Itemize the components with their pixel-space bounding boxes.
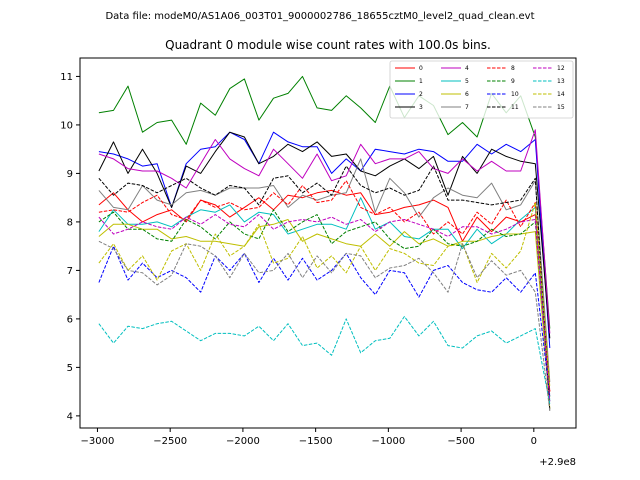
x-offset-label: +2.9e8: [539, 457, 576, 468]
series-line-13: [98, 316, 551, 404]
y-tick-label: 6: [67, 314, 73, 325]
y-tick-label: 9: [67, 169, 73, 180]
series-line-8: [98, 180, 551, 392]
legend-label-6: 6: [465, 91, 469, 98]
series-line-15: [98, 240, 551, 412]
legend-label-3: 3: [419, 104, 423, 111]
legend-label-11: 11: [511, 104, 519, 111]
legend-frame: [389, 60, 574, 119]
y-tick-label: 8: [67, 217, 73, 228]
series-line-7: [98, 158, 551, 382]
y-tick-label: 7: [67, 266, 73, 277]
legend-label-12: 12: [557, 65, 565, 72]
suptitle: Data file: modeM0/AS1A06_003T01_90000027…: [105, 11, 534, 22]
series-line-5: [98, 197, 551, 402]
series-line-10: [98, 245, 551, 397]
series-line-12: [98, 214, 551, 402]
x-tick-label: −2500: [153, 436, 187, 447]
series-line-6: [98, 219, 551, 409]
y-tick-label: 5: [67, 363, 73, 374]
y-tick-label: 4: [67, 411, 73, 422]
legend-label-4: 4: [465, 65, 469, 72]
legend-label-13: 13: [557, 78, 565, 85]
legend-label-1: 1: [419, 78, 423, 85]
x-tick-label: −1500: [299, 436, 333, 447]
series-layer: [98, 75, 551, 412]
legend-label-9: 9: [511, 78, 515, 85]
series-line-11: [98, 165, 551, 412]
legend-label-0: 0: [419, 65, 423, 72]
y-axis: 4 5 6 7 8 9 10 11: [60, 72, 80, 422]
x-tick-label: −2000: [226, 436, 260, 447]
x-tick-label: −3000: [81, 436, 115, 447]
legend-label-5: 5: [465, 78, 469, 85]
series-line-0: [98, 189, 551, 392]
series-line-1: [98, 75, 551, 329]
y-tick-label: 10: [60, 120, 73, 131]
legend-label-15: 15: [557, 104, 565, 111]
chart-title: Quadrant 0 module wise count rates with …: [165, 38, 491, 52]
legend-label-14: 14: [557, 91, 565, 98]
x-tick-label: −500: [447, 436, 474, 447]
legend-label-2: 2: [419, 91, 423, 98]
legend-label-10: 10: [511, 91, 519, 98]
x-axis: −3000 −2500 −2000 −1500 −1000 −500 0: [81, 428, 537, 447]
x-tick-label: −1000: [371, 436, 405, 447]
plot-frame: [79, 57, 577, 429]
series-line-3: [98, 131, 551, 339]
legend-label-7: 7: [465, 104, 469, 111]
series-line-9: [98, 209, 551, 397]
series-line-4: [98, 129, 551, 334]
legend-label-8: 8: [511, 65, 515, 72]
series-line-14: [98, 202, 551, 387]
y-tick-label: 11: [60, 72, 73, 83]
x-tick-label: 0: [531, 436, 537, 447]
